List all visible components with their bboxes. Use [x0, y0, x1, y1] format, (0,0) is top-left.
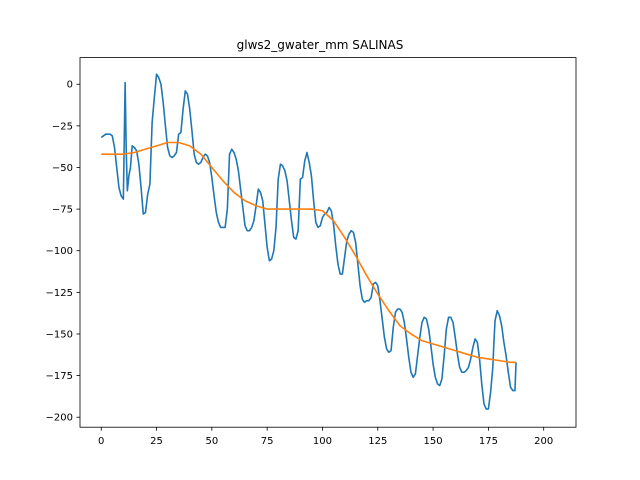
y-tick-label: −100: [46, 246, 73, 257]
x-tick-label: 150: [424, 436, 443, 447]
x-tick-label: 75: [261, 436, 274, 447]
x-tick-label: 175: [479, 436, 498, 447]
y-tick-label: −50: [52, 163, 73, 174]
y-tick-label: −150: [46, 329, 73, 340]
x-tick-label: 125: [368, 436, 387, 447]
y-tick-label: −200: [46, 413, 73, 424]
y-tick-label: −25: [52, 121, 73, 132]
chart-title: glws2_gwater_mm SALINAS: [237, 38, 404, 52]
x-tick-label: 0: [98, 436, 104, 447]
x-tick-label: 200: [534, 436, 553, 447]
plot-area-frame: [79, 57, 577, 428]
y-tick-label: −125: [46, 288, 73, 299]
series-line-1: [100, 73, 517, 410]
x-tick-label: 100: [313, 436, 332, 447]
y-tick-label: −75: [52, 205, 73, 216]
x-tick-label: 50: [205, 436, 218, 447]
x-tick-label: 25: [150, 436, 163, 447]
y-tick-label: 0: [67, 80, 73, 91]
series-line-2: [101, 141, 517, 364]
y-tick-label: −175: [46, 371, 73, 382]
